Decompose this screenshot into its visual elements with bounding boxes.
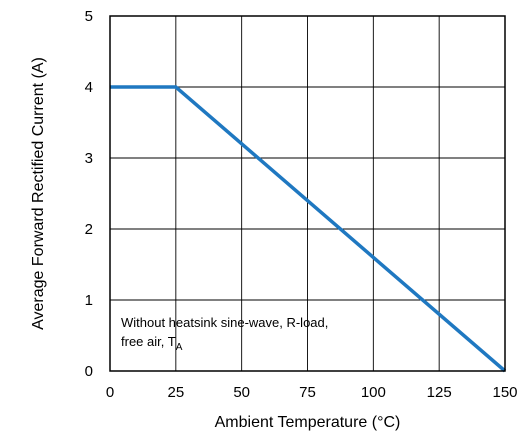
x-tick-labels: 0 25 50 75 100 125 150 bbox=[106, 384, 518, 401]
annotation-subscript: A bbox=[176, 342, 183, 353]
y-tick-label: 1 bbox=[85, 292, 93, 309]
y-tick-label: 2 bbox=[85, 221, 93, 238]
x-axis-title: Ambient Temperature (°C) bbox=[215, 414, 401, 431]
x-tick-label: 25 bbox=[167, 384, 184, 401]
annotation-line-1: Without heatsink sine-wave, R-load, bbox=[121, 315, 328, 330]
x-tick-label: 0 bbox=[106, 384, 114, 401]
y-tick-label: 0 bbox=[85, 363, 93, 380]
annotation-line-2-text: free air, T bbox=[121, 334, 176, 349]
y-tick-labels: 0 1 2 3 4 5 bbox=[85, 8, 93, 380]
plot-frame bbox=[109, 15, 506, 372]
x-tick-label: 100 bbox=[361, 384, 386, 401]
x-tick-label: 50 bbox=[233, 384, 250, 401]
series-line bbox=[110, 85, 507, 373]
x-tick-label: 75 bbox=[299, 384, 316, 401]
x-tick-label: 150 bbox=[492, 384, 517, 401]
y-tick-label: 4 bbox=[85, 79, 93, 96]
annotation-line-2: free air, TA bbox=[121, 334, 183, 353]
series-layer bbox=[110, 85, 507, 373]
annotation: Without heatsink sine-wave, R-load, free… bbox=[121, 315, 328, 353]
y-tick-label: 3 bbox=[85, 150, 93, 167]
y-tick-label: 5 bbox=[85, 8, 93, 25]
x-tick-label: 125 bbox=[427, 384, 452, 401]
y-axis-title: Average Forward Rectified Current (A) bbox=[30, 57, 47, 330]
